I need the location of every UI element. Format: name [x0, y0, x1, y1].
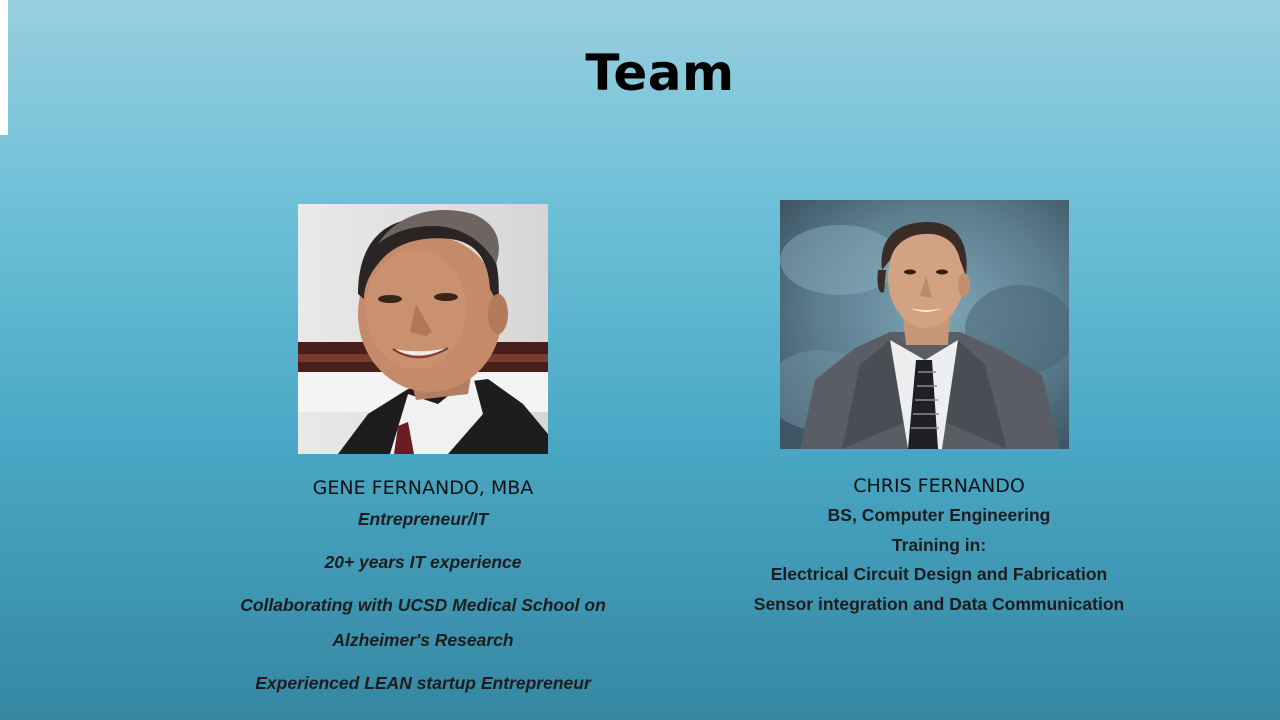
chris-training-sensor: Sensor integration and Data Communicatio… — [753, 593, 1125, 614]
gene-experience: 20+ years IT experience — [324, 552, 522, 572]
gene-lean: Experienced LEAN startup Entrepreneur — [255, 673, 591, 693]
gene-research: Alzheimer's Research — [332, 630, 514, 650]
gene-portrait-image — [298, 204, 548, 454]
slide-title: Team — [585, 44, 735, 102]
gene-collaboration: Collaborating with UCSD Medical School o… — [240, 595, 606, 615]
gene-photo — [298, 204, 548, 454]
gene-role: Entrepreneur/IT — [357, 509, 489, 529]
gene-card: GENE FERNANDO, MBA Entrepreneur/IT 20+ y… — [198, 474, 648, 694]
chris-card: CHRIS FERNANDO BS, Computer Engineering … — [714, 472, 1164, 619]
gene-name: GENE FERNANDO, MBA — [312, 477, 534, 499]
corner-strip — [0, 0, 8, 135]
chris-training-circuit: Electrical Circuit Design and Fabricatio… — [770, 564, 1108, 584]
chris-name: CHRIS FERNANDO — [853, 475, 1025, 497]
chris-portrait-image — [780, 200, 1069, 449]
chris-photo — [780, 200, 1069, 449]
chris-training-heading: Training in: — [891, 534, 987, 555]
chris-degree: BS, Computer Engineering — [827, 505, 1051, 525]
